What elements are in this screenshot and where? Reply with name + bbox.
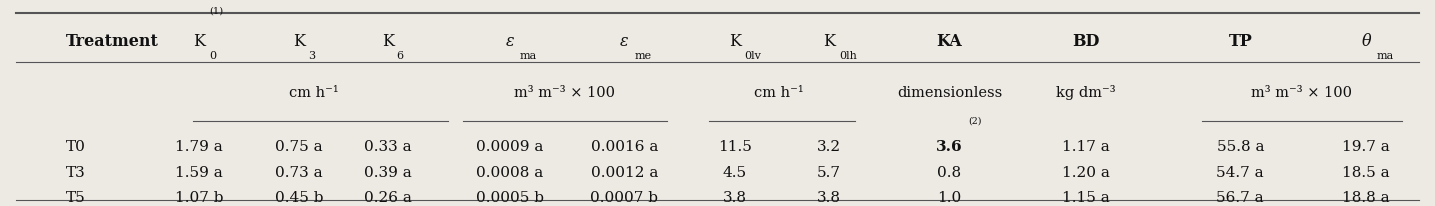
Text: 4.5: 4.5 [723,166,746,180]
Text: cm h⁻¹: cm h⁻¹ [755,85,804,99]
Text: 3: 3 [309,51,316,61]
Text: BD: BD [1072,33,1099,50]
Text: K: K [824,33,835,50]
Text: TP: TP [1228,33,1253,50]
Text: 0.8: 0.8 [937,166,961,180]
Text: 18.8 a: 18.8 a [1343,190,1391,204]
Text: 19.7 a: 19.7 a [1342,140,1391,153]
Text: 1.0: 1.0 [937,190,961,204]
Text: K: K [194,33,205,50]
Text: 55.8 a: 55.8 a [1217,140,1264,153]
Text: 18.5 a: 18.5 a [1343,166,1391,180]
Text: 3.8: 3.8 [723,190,746,204]
Text: 0lv: 0lv [745,51,762,61]
Text: T5: T5 [66,190,86,204]
Text: 3.6: 3.6 [936,140,963,153]
Text: kg dm⁻³: kg dm⁻³ [1056,85,1115,100]
Text: 3.2: 3.2 [817,140,841,153]
Text: 0.26 a: 0.26 a [364,190,412,204]
Text: 0.73 a: 0.73 a [276,166,323,180]
Text: 0.0008 a: 0.0008 a [476,166,544,180]
Text: cm h⁻¹: cm h⁻¹ [288,85,339,99]
Text: 0.0005 b: 0.0005 b [476,190,544,204]
Text: (1): (1) [210,7,224,16]
Text: m³ m⁻³ × 100: m³ m⁻³ × 100 [514,85,614,99]
Text: θ: θ [1362,33,1370,50]
Text: KA: KA [937,33,963,50]
Text: 6: 6 [396,51,403,61]
Text: 0: 0 [210,51,217,61]
Text: 11.5: 11.5 [718,140,752,153]
Text: 5.7: 5.7 [817,166,841,180]
Text: 54.7 a: 54.7 a [1217,166,1264,180]
Text: 3.8: 3.8 [817,190,841,204]
Text: 1.17 a: 1.17 a [1062,140,1109,153]
Text: 0lh: 0lh [839,51,857,61]
Text: m³ m⁻³ × 100: m³ m⁻³ × 100 [1251,85,1352,99]
Text: K: K [382,33,395,50]
Text: 1.07 b: 1.07 b [175,190,224,204]
Text: 1.20 a: 1.20 a [1062,166,1109,180]
Text: K: K [729,33,740,50]
Text: K: K [293,33,306,50]
Text: 1.15 a: 1.15 a [1062,190,1109,204]
Text: me: me [634,51,651,61]
Text: Treatment: Treatment [66,33,159,50]
Text: 0.39 a: 0.39 a [364,166,412,180]
Text: 0.33 a: 0.33 a [364,140,412,153]
Text: 0.0012 a: 0.0012 a [591,166,659,180]
Text: 56.7 a: 56.7 a [1217,190,1264,204]
Text: ε: ε [505,33,514,50]
Text: T3: T3 [66,166,86,180]
Text: 1.79 a: 1.79 a [175,140,222,153]
Text: ε: ε [620,33,629,50]
Text: 0.0016 a: 0.0016 a [591,140,659,153]
Text: 0.0009 a: 0.0009 a [476,140,544,153]
Text: 1.59 a: 1.59 a [175,166,222,180]
Text: ma: ma [1376,51,1393,61]
Text: 0.45 b: 0.45 b [276,190,323,204]
Text: ma: ma [519,51,537,61]
Text: 0.75 a: 0.75 a [276,140,323,153]
Text: dimensionless: dimensionless [897,85,1002,99]
Text: 0.0007 b: 0.0007 b [590,190,659,204]
Text: T0: T0 [66,140,86,153]
Text: (2): (2) [969,116,982,125]
